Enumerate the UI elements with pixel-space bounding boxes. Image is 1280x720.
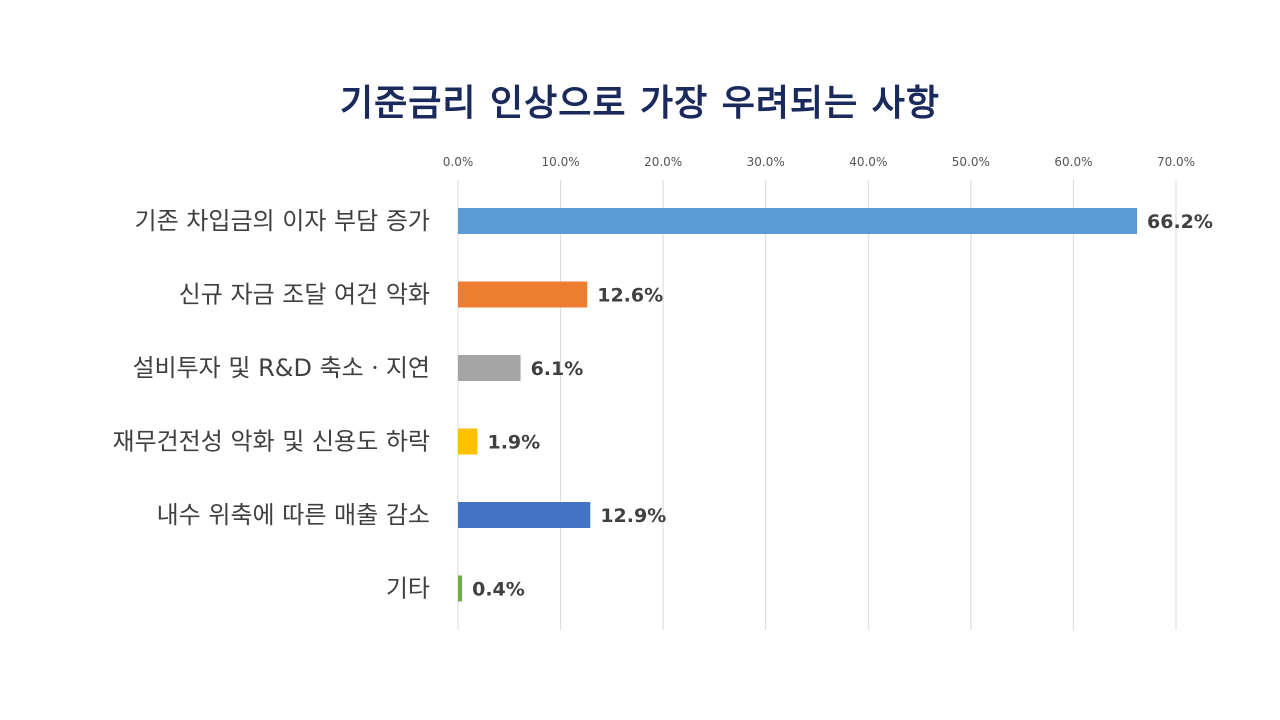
bar [458, 355, 521, 381]
category-label: 설비투자 및 R&D 축소ㆍ지연 [132, 354, 430, 382]
x-tick-label: 20.0% [644, 155, 682, 169]
x-tick-label: 60.0% [1054, 155, 1092, 169]
category-label: 내수 위축에 따른 매출 감소 [157, 501, 430, 529]
x-axis-tick-labels: 0.0% 10.0% 20.0% 30.0% 40.0% 50.0% 60.0% 70.0% [443, 155, 1195, 169]
bar [458, 428, 478, 455]
category-label: 신규 자금 조달 여건 악화 [179, 281, 430, 309]
data-label: 12.6% [597, 285, 663, 307]
bar [458, 502, 591, 528]
x-tick-label: 0.0% [443, 155, 474, 169]
x-tick-label: 40.0% [849, 155, 887, 169]
category-label: 재무건전성 악화 및 신용도 하락 [112, 428, 430, 456]
category-label: 기타 [386, 575, 430, 603]
x-tick-label: 10.0% [542, 155, 580, 169]
x-tick-label: 50.0% [952, 155, 990, 169]
data-label: 6.1% [531, 358, 584, 380]
bar [458, 575, 463, 602]
x-tick-label: 70.0% [1157, 155, 1195, 169]
chart-title: 기준금리 인상으로 가장 우려되는 사항 [339, 83, 941, 124]
bar [458, 208, 1138, 234]
data-label: 12.9% [600, 505, 666, 527]
bar [458, 281, 588, 308]
data-label: 66.2% [1147, 211, 1213, 233]
bars [458, 208, 1138, 602]
category-label: 기존 차입금의 이자 부담 증가 [135, 207, 430, 235]
data-label: 0.4% [472, 579, 525, 601]
data-label: 1.9% [487, 432, 540, 454]
gridlines [457, 180, 1177, 630]
data-labels: 66.2% 12.6% 6.1% 1.9% 12.9% 0.4% [472, 211, 1213, 601]
x-tick-label: 30.0% [747, 155, 785, 169]
